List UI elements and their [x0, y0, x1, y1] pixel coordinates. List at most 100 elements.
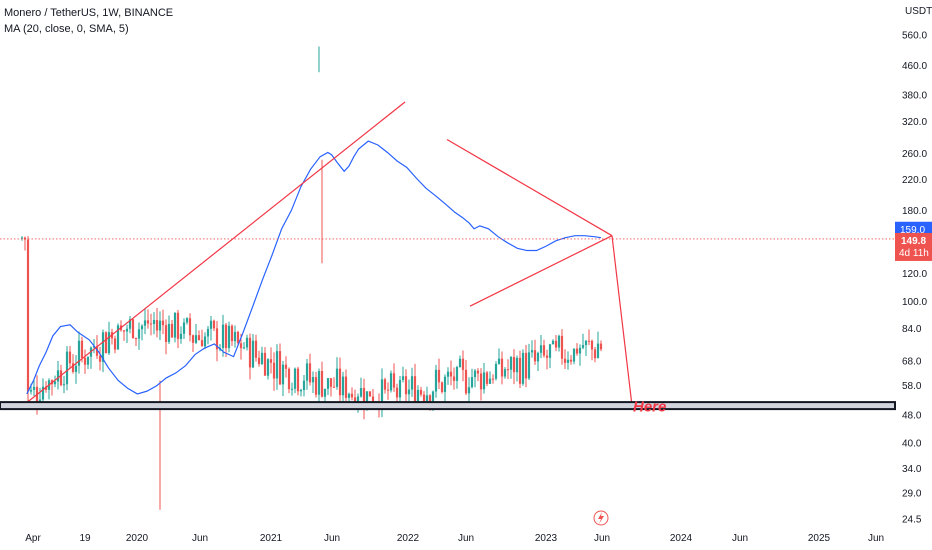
candle-body: [371, 396, 375, 403]
candle-body: [308, 363, 312, 383]
time-tick-label: Jun: [594, 533, 610, 544]
candle-body: [41, 386, 45, 400]
candle-body: [80, 340, 84, 358]
price-tick-label: 29.0: [902, 488, 922, 499]
candle-body: [431, 391, 435, 404]
candle-body: [539, 345, 543, 353]
candle-body: [296, 368, 300, 392]
candle-body: [395, 387, 399, 398]
time-tick-label: Apr: [25, 533, 41, 544]
candle-body: [515, 357, 519, 373]
candle-body: [254, 340, 258, 358]
time-tick-label: Jun: [868, 533, 884, 544]
candle-body: [356, 396, 360, 404]
candle-body: [437, 369, 441, 383]
candle-body: [329, 378, 333, 387]
rising-support-line: [26, 101, 406, 404]
candle-body: [62, 384, 66, 386]
candle-body: [287, 368, 291, 390]
candle-body: [275, 351, 279, 379]
candle-body: [545, 355, 549, 358]
candle-body: [233, 331, 237, 342]
candle-body: [302, 380, 306, 391]
candle-body: [359, 387, 363, 397]
candle-body: [485, 372, 489, 384]
candle-body: [341, 376, 345, 396]
time-tick-label: 19: [79, 533, 91, 544]
candle-body: [584, 340, 588, 346]
price-tick-label: 84.0: [902, 324, 922, 335]
candle-body: [29, 389, 33, 392]
candle-body: [122, 330, 126, 332]
candle-body: [464, 369, 468, 394]
candle-body: [236, 331, 240, 344]
symbol-title[interactable]: Monero / TetherUS, 1W, BINANCE: [4, 7, 174, 19]
candle-body: [32, 386, 36, 390]
candle-body: [290, 388, 294, 390]
candle-body: [65, 351, 69, 385]
candle-body: [428, 395, 432, 404]
candle-body: [323, 388, 327, 397]
candle-body: [380, 379, 384, 409]
candle-body: [419, 389, 423, 395]
candle-body: [113, 338, 117, 350]
candle-body: [191, 335, 195, 343]
candle-body: [533, 350, 537, 362]
candle-body: [542, 345, 546, 356]
candle-body: [473, 370, 477, 378]
candle-body: [530, 350, 534, 353]
candle-body: [596, 343, 600, 359]
last-price-badge: [895, 232, 932, 261]
candle-body: [494, 363, 498, 379]
candle-body: [398, 379, 402, 398]
candle-body: [512, 357, 516, 373]
time-tick-label: 2024: [670, 533, 693, 544]
candle-body: [443, 376, 447, 393]
candle-body: [128, 319, 132, 329]
candle-body: [299, 390, 303, 392]
candle-body: [68, 351, 72, 364]
candle-body: [509, 357, 513, 370]
candle-body: [185, 318, 189, 323]
candle-body: [197, 335, 201, 341]
candle-body: [386, 389, 390, 391]
ma-line: [26, 140, 602, 395]
candle-body: [458, 358, 462, 367]
trendlines-layer: [26, 101, 633, 406]
candle-body: [179, 333, 183, 339]
candle-body: [461, 358, 465, 370]
candle-body: [161, 320, 165, 326]
price-tick-label: 48.0: [902, 410, 922, 421]
candle-body: [284, 364, 288, 369]
time-tick-label: 2023: [535, 533, 558, 544]
candle-body: [269, 359, 273, 363]
indicator-label[interactable]: MA (20, close, 0, SMA, 5): [4, 23, 129, 35]
candle-body: [107, 332, 111, 354]
candle-body: [434, 369, 438, 392]
candle-body: [137, 329, 141, 339]
candle-body: [470, 377, 474, 388]
candle-body: [266, 359, 270, 376]
time-axis[interactable]: Apr 19 2020 Jun 2021 Jun 2022 Jun 2023 Jun 2024 Jun…: [25, 533, 884, 544]
candle-body: [194, 335, 198, 343]
candle-body: [155, 320, 159, 331]
candle-body: [311, 377, 315, 383]
candle-body: [413, 376, 417, 403]
axis-currency-label: USDT: [905, 6, 932, 17]
candle-body: [581, 345, 585, 348]
candle-body: [320, 371, 324, 397]
candle-body: [20, 237, 24, 239]
candle-body: [215, 328, 219, 350]
candle-body: [332, 386, 336, 388]
candle-body: [551, 340, 555, 345]
candle-body: [350, 393, 354, 398]
candle-body: [152, 320, 156, 325]
candles-group: [20, 46, 603, 510]
price-axis[interactable]: USDT 560.0 460.0 380.0 320.0 260.0 220.0 180.0 1…: [895, 6, 932, 526]
candle-body: [86, 356, 90, 365]
candle-body: [227, 325, 231, 349]
candle-body: [44, 386, 48, 390]
candle-body: [104, 332, 108, 354]
candle-body: [245, 337, 249, 348]
